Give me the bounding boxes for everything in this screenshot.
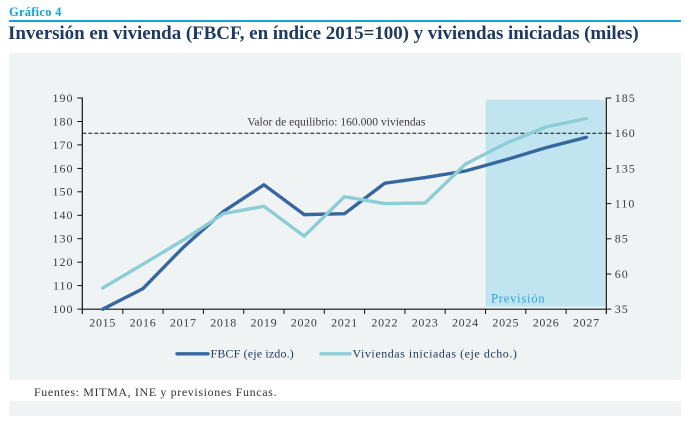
svg-text:2019: 2019	[250, 316, 277, 330]
svg-text:2022: 2022	[371, 316, 398, 330]
svg-text:Previsión: Previsión	[491, 292, 545, 306]
svg-text:2018: 2018	[210, 316, 237, 330]
svg-text:150: 150	[53, 185, 74, 199]
svg-text:120: 120	[53, 255, 74, 269]
svg-text:100: 100	[53, 302, 74, 316]
svg-text:2015: 2015	[89, 316, 116, 330]
svg-text:130: 130	[53, 232, 74, 246]
svg-text:2026: 2026	[533, 316, 560, 330]
svg-text:135: 135	[615, 161, 636, 175]
svg-text:170: 170	[53, 138, 74, 152]
svg-text:140: 140	[53, 208, 74, 222]
svg-text:2021: 2021	[331, 316, 358, 330]
svg-text:60: 60	[615, 267, 629, 281]
svg-text:2017: 2017	[170, 316, 197, 330]
svg-text:160: 160	[615, 126, 636, 140]
svg-text:110: 110	[615, 197, 636, 211]
svg-text:185: 185	[615, 91, 636, 105]
svg-text:190: 190	[53, 91, 74, 105]
svg-text:180: 180	[53, 114, 74, 128]
svg-text:35: 35	[615, 302, 629, 316]
svg-text:2024: 2024	[452, 316, 479, 330]
svg-text:85: 85	[615, 232, 629, 246]
svg-text:110: 110	[53, 279, 74, 293]
svg-text:Valor de equilibrio: 160.000 v: Valor de equilibrio: 160.000 viviendas	[247, 116, 426, 129]
svg-text:2020: 2020	[291, 316, 318, 330]
svg-text:2027: 2027	[573, 316, 600, 330]
svg-text:2025: 2025	[492, 316, 519, 330]
svg-text:2016: 2016	[130, 316, 157, 330]
svg-text:FBCF (eje izdo.): FBCF (eje izdo.)	[211, 346, 294, 360]
svg-text:160: 160	[53, 161, 74, 175]
svg-text:2023: 2023	[412, 316, 439, 330]
svg-text:Viviendas iniciadas (eje dcho.: Viviendas iniciadas (eje dcho.)	[353, 346, 518, 360]
